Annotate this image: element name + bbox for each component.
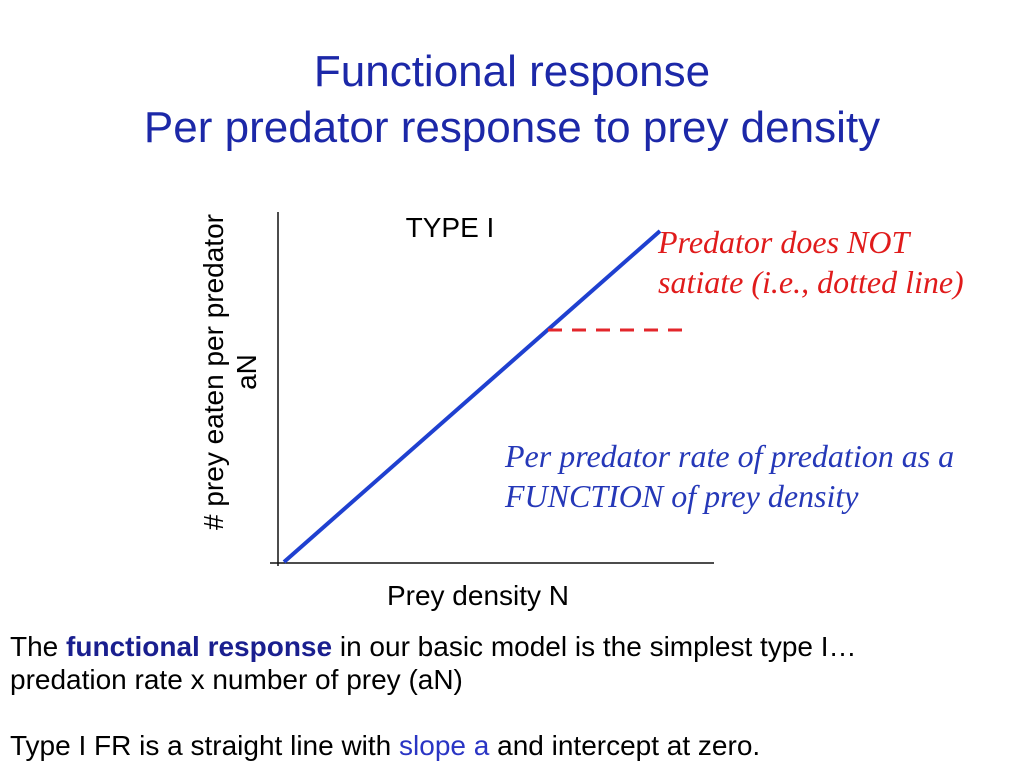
satiation-note-line-1: Predator does NOT — [658, 224, 910, 260]
body-line-3-end: and intercept at zero. — [489, 730, 761, 761]
type-1-response-line — [282, 229, 662, 564]
satiation-note: Predator does NOT satiate (i.e., dotted … — [658, 222, 964, 302]
functional-response-term: functional response — [66, 631, 333, 662]
x-axis-label: Prey density N — [386, 580, 570, 611]
body-line-3-start: Type I FR is a straight line with — [10, 730, 400, 761]
body-line-1-end: in our basic model is the simplest type … — [332, 631, 857, 662]
body-spacer — [10, 696, 857, 729]
slide-title: Functional response Per predator respons… — [0, 44, 1024, 156]
satiation-note-line-2: satiate (i.e., dotted line) — [658, 264, 964, 300]
y-axis-label-line-2: aN — [231, 354, 262, 390]
slope-term: slope a — [399, 730, 490, 761]
body-line-2: predation rate x number of prey (aN) — [10, 664, 463, 695]
graph-canvas — [270, 212, 714, 566]
y-axis-label: # prey eaten per predator aN — [197, 192, 263, 552]
title-line-2: Per predator response to prey density — [143, 103, 881, 152]
type-label: TYPE I — [405, 212, 495, 243]
definition-note-line-2: FUNCTION of prey density — [505, 478, 859, 514]
title-line-1: Functional response — [313, 47, 711, 96]
body-text: The functional response in our basic mod… — [10, 630, 857, 762]
definition-note: Per predator rate of predation as a FUNC… — [505, 436, 954, 516]
definition-note-line-1: Per predator rate of predation as a — [505, 438, 955, 474]
body-line-3: Type I FR is a straight line with slope … — [10, 729, 857, 762]
body-line-1-start: The — [10, 631, 67, 662]
y-axis-label-line-1: # prey eaten per predator — [198, 214, 229, 530]
functional-response-graph: TYPE I # prey eaten per predator aN Prey… — [197, 192, 964, 611]
body-line-1: The functional response in our basic mod… — [10, 630, 857, 663]
